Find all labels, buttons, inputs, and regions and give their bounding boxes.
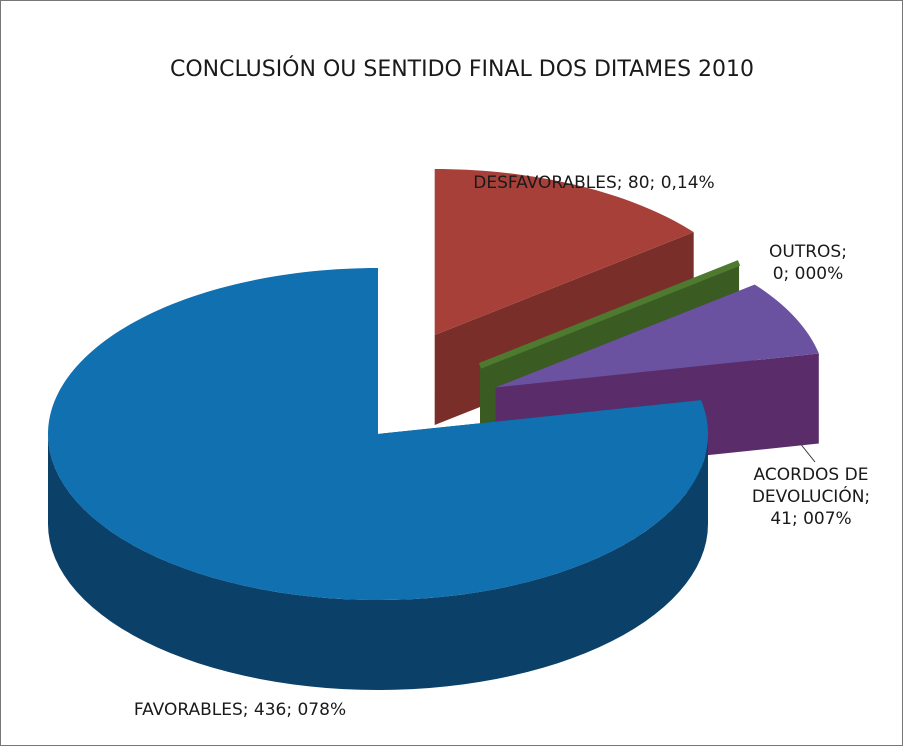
data-label: 41; 007% [770,509,851,529]
data-label: DESFAVORABLES; 80; 0,14% [473,173,714,193]
slice [495,284,819,388]
data-label: DEVOLUCIÓN; [752,485,870,507]
data-label: ACORDOS DE [754,465,869,485]
slice-side [48,434,708,690]
slice [434,169,694,336]
data-label: 0; 000% [773,264,844,284]
chart-title: CONCLUSIÓN OU SENTIDO FINAL DOS DITAMES … [170,56,754,82]
data-label: OUTROS; [769,242,847,262]
slice [48,268,708,600]
data-label: FAVORABLES; 436; 078% [134,700,346,720]
